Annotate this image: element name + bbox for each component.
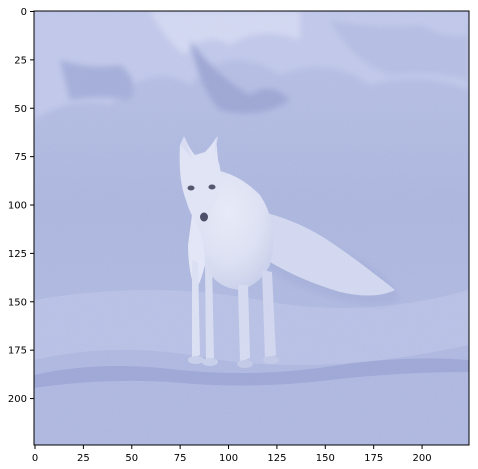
- y-tick-label: 150: [8, 297, 27, 308]
- x-tick-label: 0: [32, 453, 38, 464]
- y-tick-label: 50: [14, 104, 27, 115]
- y-axis: 0 25 50 75 100 125 150 175 200: [8, 7, 34, 405]
- y-tick-label: 75: [14, 152, 27, 163]
- x-tick-label: 25: [77, 453, 90, 464]
- x-tick-label: 50: [125, 453, 138, 464]
- y-tick-label: 175: [8, 346, 27, 357]
- x-tick-label: 100: [219, 453, 238, 464]
- axes-frame: [33, 10, 470, 446]
- x-axis: 0 25 50 75 100 125 150 175 200: [32, 445, 432, 464]
- y-tick-label: 100: [8, 201, 27, 212]
- fox-photo: [34, 11, 469, 445]
- y-tick-label: 0: [21, 7, 27, 18]
- x-tick-label: 175: [364, 453, 383, 464]
- x-tick-label: 75: [174, 453, 187, 464]
- noise-overlay: [34, 11, 469, 445]
- y-tick-label: 25: [14, 55, 27, 66]
- y-tick-label: 200: [8, 394, 27, 405]
- x-tick-label: 200: [413, 453, 432, 464]
- x-tick-label: 150: [316, 453, 335, 464]
- x-tick-label: 125: [267, 453, 286, 464]
- y-tick-label: 125: [8, 249, 27, 260]
